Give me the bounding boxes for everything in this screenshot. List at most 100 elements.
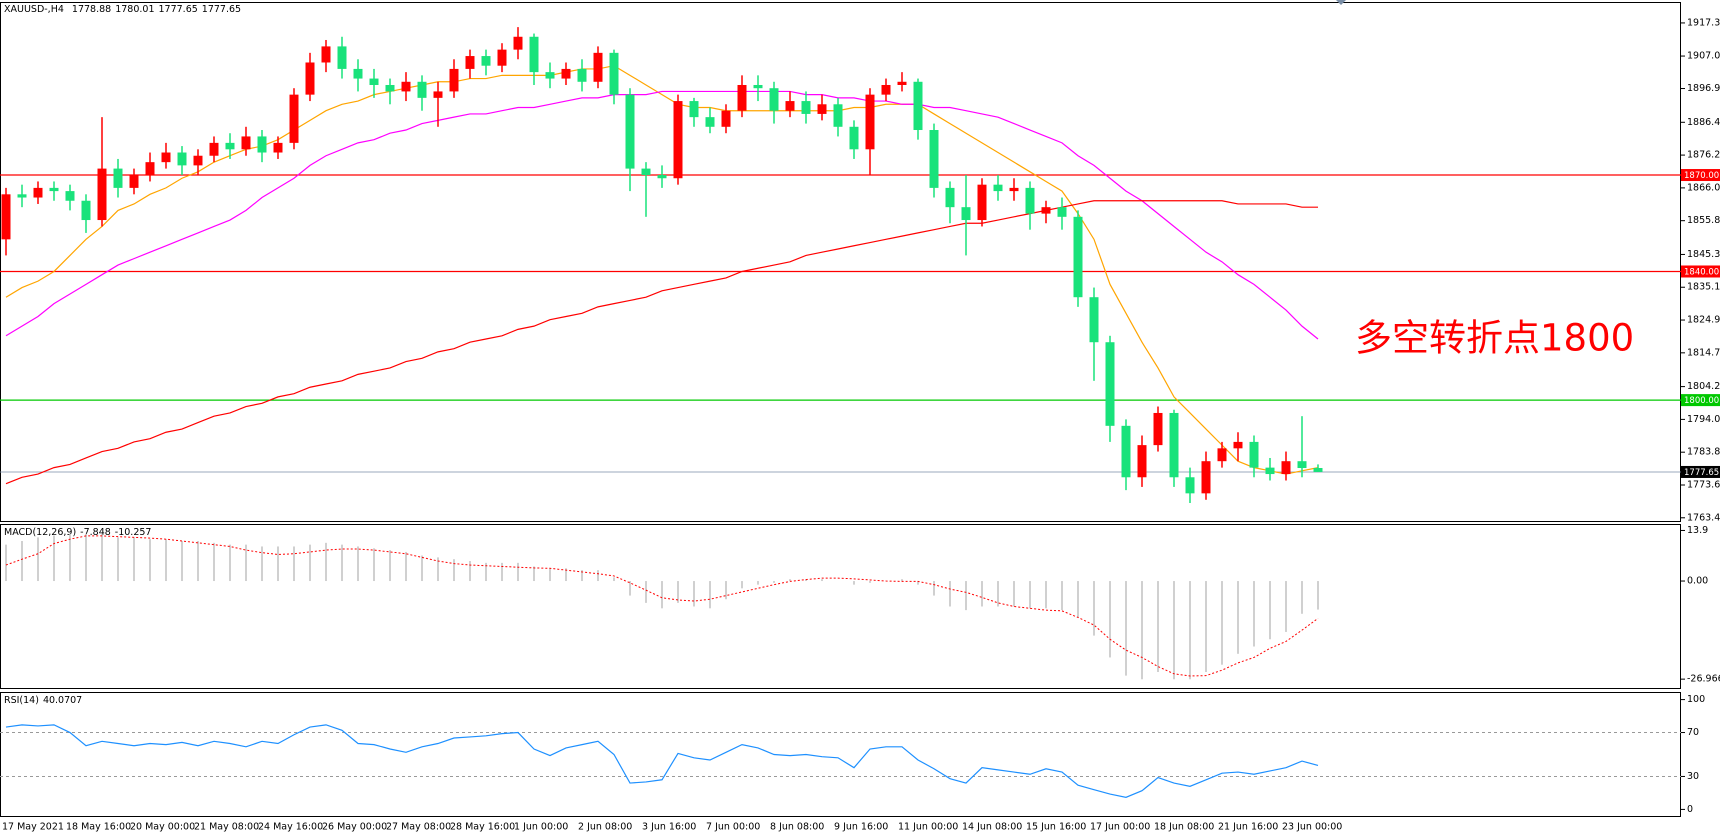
level-label: 1840.00 xyxy=(1684,267,1719,277)
candle-body xyxy=(1233,441,1243,449)
candle-body xyxy=(1281,461,1291,475)
candle-body xyxy=(545,72,555,79)
candle-body xyxy=(1217,448,1227,462)
candle-body xyxy=(273,142,283,153)
x-tick-label: 11 Jun 00:00 xyxy=(898,822,958,833)
y-tick-label: 1907.00 xyxy=(1687,51,1720,62)
x-tick-label: 14 Jun 08:00 xyxy=(962,822,1022,833)
bar-close: 1777.65 xyxy=(202,4,241,15)
symbol: XAUUSD-,H4 xyxy=(4,4,64,15)
moving-average xyxy=(5,200,1318,485)
candle-body xyxy=(1,194,11,240)
chart-header: XAUUSD-,H4 1778.88 1780.01 1777.65 1777.65 xyxy=(4,4,241,15)
last-price-box xyxy=(1681,465,1720,478)
candle-body xyxy=(49,187,59,192)
x-tick-label: 24 May 16:00 xyxy=(258,822,323,833)
y-tick-label: 1773.60 xyxy=(1687,479,1720,490)
y-tick-label: 1896.90 xyxy=(1687,83,1720,94)
candle-body xyxy=(1057,207,1067,217)
y-tick-label: 1804.20 xyxy=(1687,381,1720,392)
candle-body xyxy=(609,52,619,95)
candle-body xyxy=(369,78,379,85)
x-tick-label: 7 Jun 00:00 xyxy=(706,822,760,833)
candle-body xyxy=(289,94,299,143)
candle-body xyxy=(1121,425,1131,478)
rsi-header: RSI(14) 40.0707 xyxy=(4,695,82,706)
y-tick-label: 1845.30 xyxy=(1687,249,1720,260)
x-tick-label: 17 May 2021 xyxy=(2,822,64,833)
y-tick-label: 1866.00 xyxy=(1687,182,1720,193)
x-tick-label: 20 May 00:00 xyxy=(130,822,195,833)
candle-body xyxy=(353,68,363,79)
rsi-name: RSI(14) xyxy=(4,695,39,706)
y-tick-label: -26.966 xyxy=(1687,674,1720,685)
candle-body xyxy=(769,88,779,111)
bar-high: 1780.01 xyxy=(115,4,154,15)
candle-body xyxy=(529,36,539,73)
candle-body xyxy=(689,101,699,118)
candle-body xyxy=(177,152,187,166)
candle-body xyxy=(1153,412,1163,446)
moving-average xyxy=(5,65,1319,475)
candle-body xyxy=(1185,477,1195,494)
x-tick-label: 9 Jun 16:00 xyxy=(834,822,888,833)
signal-value: -10.257 xyxy=(115,527,152,538)
candle-body xyxy=(193,155,203,166)
y-tick-label: 0 xyxy=(1687,804,1693,815)
candle-body xyxy=(1297,461,1307,469)
candle-body xyxy=(577,68,587,82)
candle-body xyxy=(801,101,811,114)
y-tick-label: 0.00 xyxy=(1687,576,1708,587)
y-tick-label: 30 xyxy=(1687,771,1699,782)
candle-body xyxy=(561,68,571,79)
candle-body xyxy=(657,175,667,179)
candle-body xyxy=(305,62,315,95)
candle-body xyxy=(257,136,267,153)
candle-body xyxy=(913,81,923,131)
candle-body xyxy=(929,130,939,188)
candle-body xyxy=(641,168,651,176)
x-tick-label: 18 Jun 08:00 xyxy=(1154,822,1214,833)
candle-body xyxy=(1009,187,1019,192)
macd-value: -7.848 xyxy=(80,527,111,538)
candle-body xyxy=(65,191,75,201)
x-tick-label: 28 May 16:00 xyxy=(450,822,515,833)
annotation: 多空转折点1800 xyxy=(1355,317,1634,360)
y-tick-label: 1876.20 xyxy=(1687,150,1720,161)
y-tick-label: 100 xyxy=(1687,694,1705,705)
y-tick-label: 1783.80 xyxy=(1687,447,1720,458)
level-box xyxy=(1681,169,1720,182)
candle-body xyxy=(161,152,171,163)
rsi-panel-frame xyxy=(0,692,1681,817)
x-tick-label: 26 May 00:00 xyxy=(322,822,387,833)
candle-body xyxy=(785,101,795,111)
candle-body xyxy=(1025,187,1035,214)
y-tick-label: 1886.40 xyxy=(1687,117,1720,128)
y-tick-label: 13.9 xyxy=(1687,525,1708,536)
candle-body xyxy=(961,207,971,221)
candle-body xyxy=(705,117,715,127)
main-panel-frame xyxy=(0,2,1681,522)
x-tick-label: 8 Jun 08:00 xyxy=(770,822,824,833)
candle-body xyxy=(1089,297,1099,343)
candle-body xyxy=(1041,207,1051,214)
y-tick-label: 1917.30 xyxy=(1687,17,1720,28)
candle-body xyxy=(1073,216,1083,298)
candle-body xyxy=(993,184,1003,192)
candle-body xyxy=(97,168,107,221)
candle-body xyxy=(241,136,251,150)
candle-body xyxy=(1201,461,1211,494)
bar-low: 1777.65 xyxy=(159,4,198,15)
level-label: 1800.00 xyxy=(1684,396,1719,406)
x-tick-label: 2 Jun 08:00 xyxy=(578,822,632,833)
shift-marker xyxy=(1336,0,1346,5)
candle-body xyxy=(81,200,91,221)
y-tick-label: 70 xyxy=(1687,727,1699,738)
x-tick-label: 17 Jun 00:00 xyxy=(1090,822,1150,833)
candle-body xyxy=(337,46,347,69)
candle-body xyxy=(945,187,955,208)
candle-body xyxy=(1105,342,1115,426)
candle-body xyxy=(1313,468,1323,472)
